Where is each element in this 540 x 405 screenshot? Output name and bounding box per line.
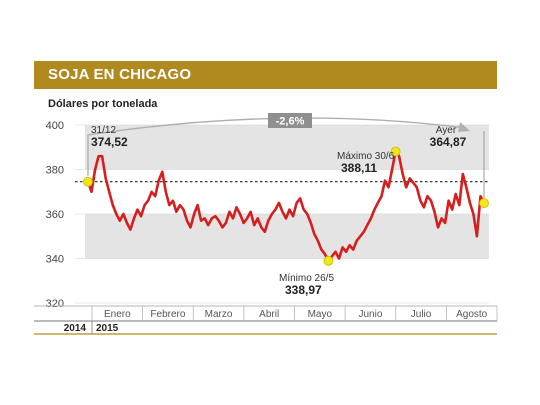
month-label: Agosto: [456, 309, 488, 320]
data-point-marker: [479, 198, 489, 208]
gridlines: [75, 124, 489, 304]
month-label: Mayo: [308, 309, 333, 320]
y-ticks: 400 380 360 340 320: [46, 120, 64, 310]
month-label: Julio: [411, 309, 432, 320]
y-tick-label: 400: [46, 120, 64, 132]
price-series-line: [86, 150, 486, 262]
month-label: Abril: [259, 309, 279, 320]
header-bar: [34, 61, 497, 89]
month-label: Junio: [358, 309, 382, 320]
month-label: Enero: [104, 309, 131, 320]
annotation-label: Mínimo 26/5: [279, 273, 334, 284]
data-point-marker: [390, 146, 401, 157]
series-layer: [86, 131, 486, 262]
month-label: Marzo: [205, 309, 233, 320]
annotation-value: 388,11: [341, 161, 377, 175]
y-tick-label: 360: [46, 209, 64, 221]
annotation-value: 374,52: [91, 135, 128, 149]
change-arrow: -2,6%: [87, 113, 470, 176]
x-axis: Enero Febrero Marzo Abril Mayo Junio Julio Agos…: [34, 305, 498, 335]
annotation-label: Ayer: [436, 125, 457, 136]
chart-title: SOJA EN CHICAGO: [48, 66, 192, 83]
grid-bands: [85, 125, 489, 259]
y-axis-label: Dólares por tonelada: [48, 98, 158, 110]
grid-band: [85, 125, 489, 170]
change-badge: [268, 113, 312, 128]
grid-band: [85, 214, 489, 259]
y-tick-label: 340: [46, 254, 64, 266]
month-label: Febrero: [150, 309, 185, 320]
y-tick-label: 380: [46, 165, 64, 177]
annotation-label: 31/12: [91, 125, 116, 136]
change-label: -2,6%: [276, 116, 305, 128]
y-tick-label: 320: [46, 298, 64, 310]
data-point-marker: [323, 255, 334, 266]
data-point-marker: [83, 176, 93, 187]
year-label: 2014: [64, 323, 87, 334]
year-label: 2015: [96, 323, 119, 334]
annotation-value: 338,97: [285, 283, 322, 297]
annotation-label: Máximo 30/6: [337, 151, 395, 162]
change-arrow-head: [458, 122, 470, 132]
annotation-value: 364,87: [430, 135, 467, 149]
